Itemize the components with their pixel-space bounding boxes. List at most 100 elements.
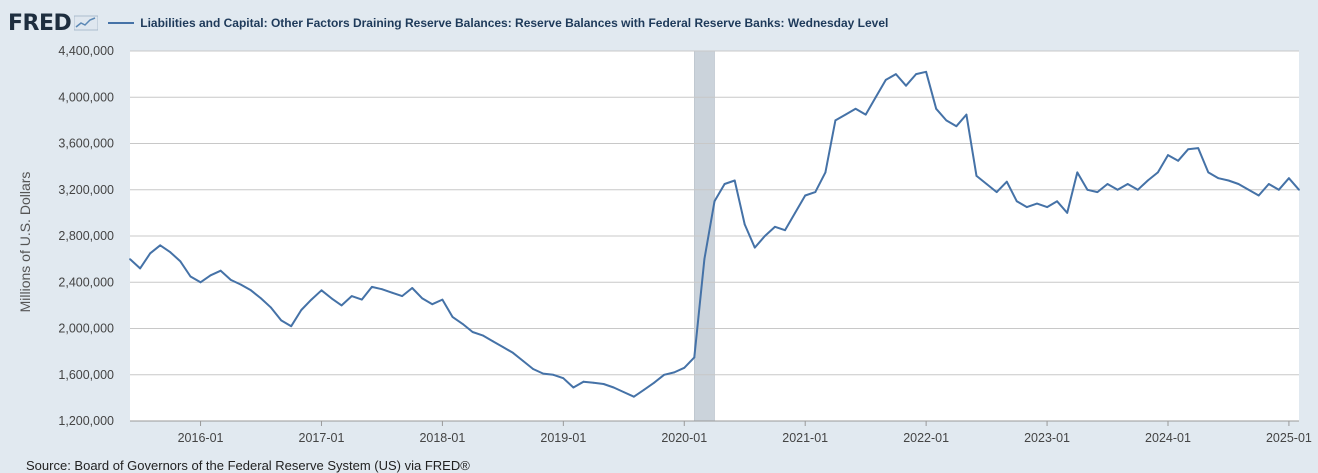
x-tick-label: 2016-01 (178, 431, 224, 445)
data-point (1277, 188, 1280, 191)
data-point (340, 304, 343, 307)
data-point (1056, 200, 1058, 203)
series-points (129, 70, 1300, 398)
data-point (522, 360, 524, 362)
data-point (1036, 202, 1038, 205)
data-point (1267, 183, 1270, 185)
data-point (1177, 159, 1179, 162)
data-point (572, 386, 575, 389)
data-point (703, 258, 706, 260)
y-tick-label: 1,600,000 (58, 368, 114, 382)
data-point (542, 372, 545, 375)
data-point (209, 274, 212, 277)
data-point (935, 107, 938, 110)
fred-logo[interactable]: FRED (8, 10, 72, 36)
data-point (129, 258, 131, 260)
data-point (713, 200, 716, 203)
data-point (250, 289, 252, 292)
data-point (1005, 180, 1008, 183)
x-tick-label: 2024-01 (1145, 431, 1191, 445)
data-point (784, 229, 786, 232)
data-point (441, 298, 444, 301)
data-point (874, 96, 877, 99)
data-point (1227, 179, 1230, 182)
data-point (219, 269, 222, 272)
x-tick-label: 2021-01 (782, 431, 828, 445)
fred-sparkline-icon (74, 15, 99, 31)
y-tick-label: 1,200,000 (58, 414, 114, 428)
data-point (965, 113, 968, 116)
data-point (512, 351, 514, 354)
data-point (1015, 200, 1018, 203)
data-point (925, 70, 927, 73)
data-point (330, 297, 333, 300)
data-point (905, 84, 907, 87)
data-point (743, 223, 746, 226)
data-point (643, 388, 645, 391)
data-point (159, 244, 162, 247)
data-point (381, 288, 383, 291)
data-point (794, 212, 796, 214)
x-tick-label: 2020-01 (661, 431, 707, 445)
data-point (1096, 191, 1099, 194)
data-point (955, 125, 958, 128)
data-point (733, 179, 736, 182)
x-tick-label: 2025-01 (1266, 431, 1312, 445)
data-point (985, 183, 988, 185)
data-point (229, 279, 232, 281)
data-point (411, 287, 414, 289)
data-point (844, 113, 847, 116)
data-point (834, 119, 837, 122)
data-point (693, 356, 696, 359)
data-point (764, 235, 766, 237)
data-point (884, 79, 887, 81)
data-point (169, 251, 172, 254)
data-point (310, 298, 313, 301)
y-axis-label: Millions of U.S. Dollars (17, 172, 33, 313)
data-point (1187, 148, 1189, 151)
data-point (582, 380, 585, 383)
x-tick-label: 2019-01 (540, 431, 586, 445)
x-tick-label: 2018-01 (419, 431, 465, 445)
data-point (602, 383, 605, 385)
y-tick-label: 4,400,000 (58, 44, 114, 58)
data-point (1237, 183, 1240, 185)
data-point (280, 319, 283, 322)
data-point (612, 386, 615, 389)
data-point (683, 366, 686, 369)
series-title[interactable]: Liabilities and Capital: Other Factors D… (140, 16, 889, 30)
data-point (1217, 177, 1220, 180)
data-point (199, 281, 202, 284)
y-tick-labels: 1,200,000 1,600,000 2,000,000 2,400,000 2,80… (58, 44, 114, 428)
data-point (1247, 188, 1250, 191)
x-tick-labels: 2016-01 2017-01 2018-01 2019-01 2020-01 2021-… (130, 420, 1312, 445)
data-point (1298, 188, 1300, 191)
data-point (895, 73, 897, 75)
y-tick-label: 3,600,000 (58, 137, 114, 151)
data-point (401, 295, 403, 297)
data-point (290, 325, 293, 328)
data-point (864, 113, 867, 116)
data-point (1026, 206, 1028, 209)
data-point (320, 289, 323, 292)
data-point (1257, 194, 1260, 197)
data-point (350, 295, 353, 297)
data-point (481, 334, 484, 337)
data-point (1288, 177, 1290, 180)
data-point (461, 323, 464, 325)
y-tick-label: 2,000,000 (58, 322, 114, 336)
y-tick-label: 3,200,000 (58, 183, 114, 197)
legend-swatch (108, 22, 135, 24)
data-point (663, 373, 665, 376)
data-point (1167, 154, 1169, 157)
data-point (995, 191, 998, 194)
y-tick-label: 4,000,000 (58, 90, 114, 104)
data-point (270, 306, 272, 309)
source-note: Source: Board of Governors of the Federa… (26, 458, 470, 473)
data-point (1076, 171, 1079, 174)
data-point (360, 298, 363, 301)
data-point (1197, 147, 1200, 150)
data-point (774, 225, 776, 228)
